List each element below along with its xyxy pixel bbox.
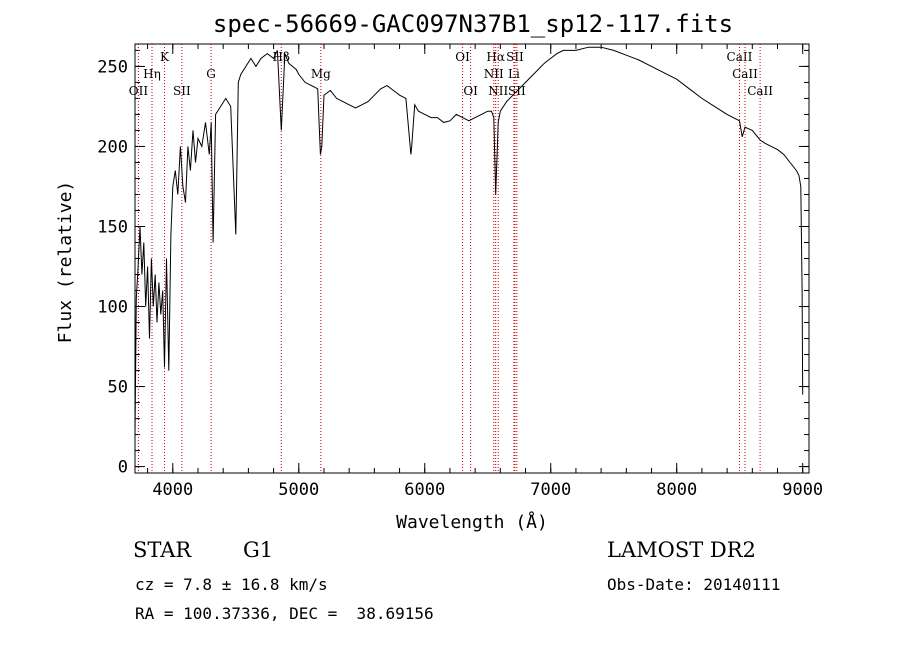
line-marker-label: Mg xyxy=(311,67,331,81)
line-marker-label: G xyxy=(206,67,216,81)
y-axis-label: Flux (relative) xyxy=(55,181,76,344)
line-marker-label: OI xyxy=(455,50,470,64)
line-marker-label: Hα xyxy=(486,50,505,64)
plot-area: 4000 5000 6000 7000 8000 9000050100150200250O… xyxy=(97,43,823,500)
spectrum-chart: spec-56669-GAC097N37B1_sp12-117.fits 400… xyxy=(55,10,823,533)
object-class: STAR xyxy=(133,538,192,562)
line-marker-label: SII xyxy=(173,84,191,98)
line-marker-label: CaII xyxy=(747,84,773,98)
y-tick-label: 50 xyxy=(108,378,128,398)
x-tick-label: 8000 xyxy=(656,480,697,500)
y-tick-label: 100 xyxy=(97,298,128,318)
line-marker-label: SII xyxy=(506,50,524,64)
line-marker-label: OII xyxy=(129,84,149,98)
line-marker-label: OI xyxy=(463,84,478,98)
y-tick-label: 150 xyxy=(97,217,128,237)
coordinates: RA = 100.37336, DEC = 38.69156 xyxy=(135,604,434,623)
x-tick-label: 4000 xyxy=(152,480,193,500)
line-marker-label: CaII xyxy=(727,50,753,64)
x-tick-label: 6000 xyxy=(404,480,445,500)
x-tick-label: 7000 xyxy=(530,480,571,500)
line-marker-label: NII xyxy=(484,67,504,81)
survey-name: LAMOST DR2 xyxy=(607,538,756,562)
line-marker-label: NII xyxy=(488,84,508,98)
line-marker-label: K xyxy=(160,50,170,64)
plot-frame xyxy=(134,43,810,474)
x-axis-label: Wavelength (Å) xyxy=(396,511,548,533)
y-tick-label: 200 xyxy=(97,137,128,157)
y-tick-label: 250 xyxy=(97,57,128,77)
observation-date: Obs-Date: 20140111 xyxy=(607,575,781,594)
object-subclass: G1 xyxy=(243,538,274,562)
x-tick-label: 9000 xyxy=(782,480,823,500)
line-marker-label: CaII xyxy=(732,67,758,81)
line-marker-label: Hη xyxy=(143,67,161,81)
y-tick-label: 0 xyxy=(118,458,128,478)
spectrum-line xyxy=(135,46,804,435)
line-marker-label: Hβ xyxy=(273,50,290,64)
redshift-value: cz = 7.8 ± 16.8 km/s xyxy=(135,575,328,594)
chart-title: spec-56669-GAC097N37B1_sp12-117.fits xyxy=(213,10,733,38)
line-marker-label: Li xyxy=(508,67,520,81)
x-tick-label: 5000 xyxy=(278,480,319,500)
